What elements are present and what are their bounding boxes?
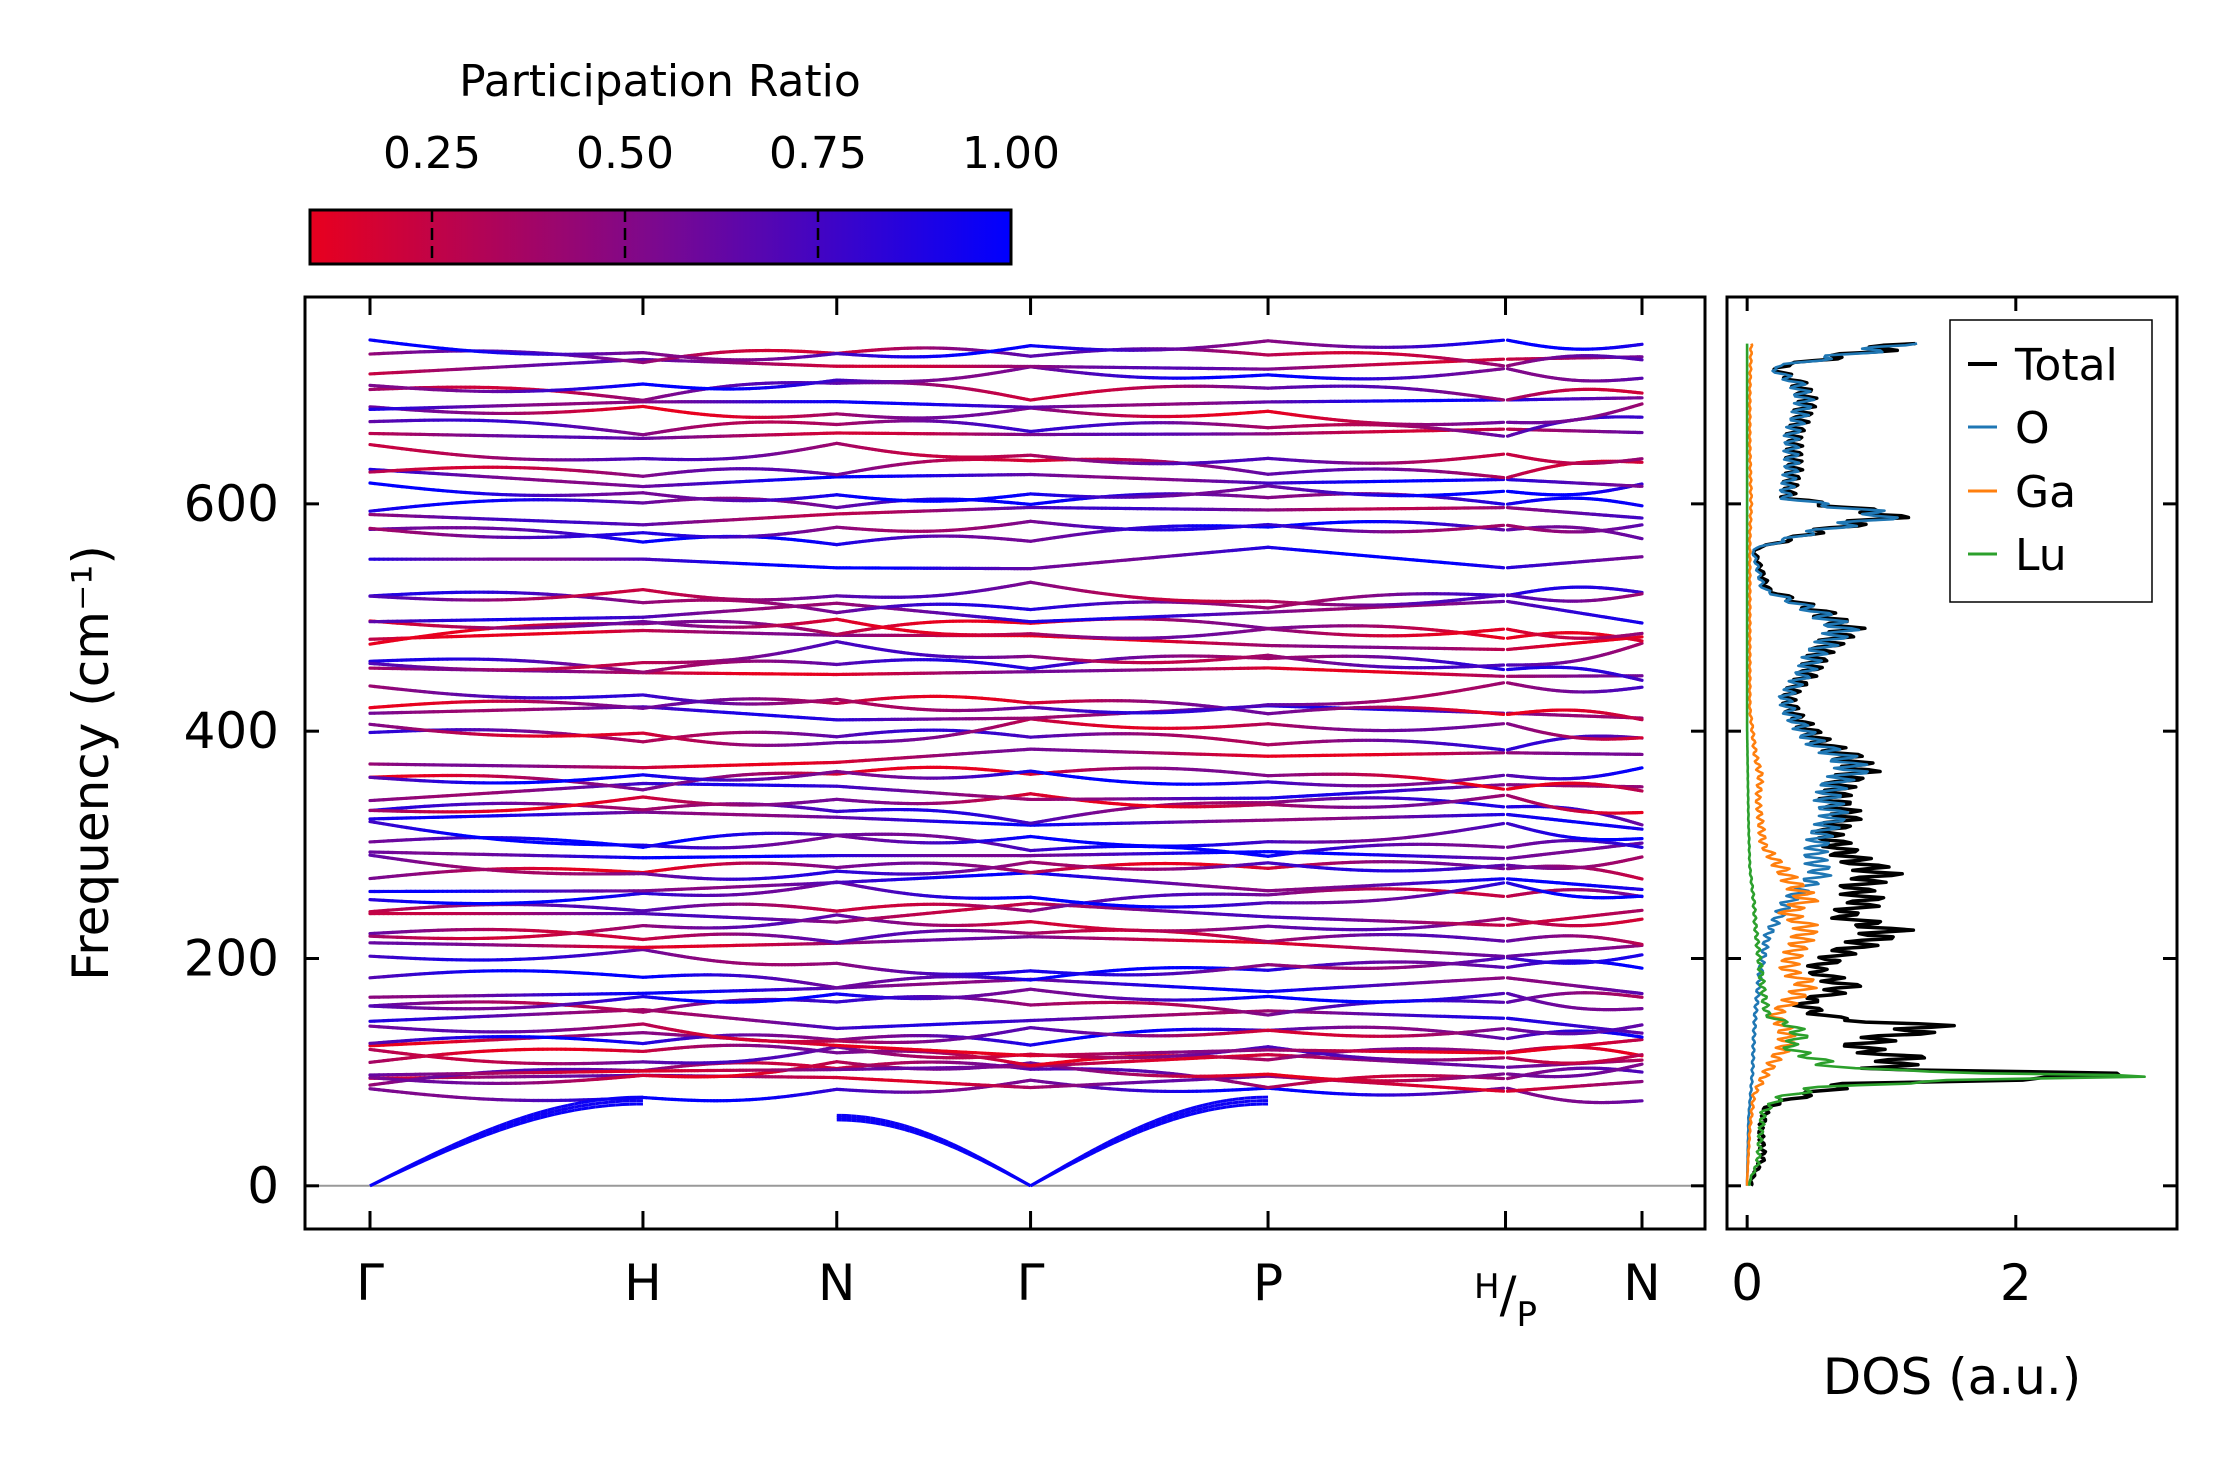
colorbar-gradient (310, 210, 1011, 264)
band-line-segment (1640, 1064, 1642, 1065)
colorbar-title: Participation Ratio (459, 56, 861, 107)
colorbar-tick-label: 0.75 (769, 128, 867, 179)
colorbar: Participation Ratio 0.25 0.50 0.75 1.00 (310, 56, 1060, 264)
figure-canvas: Participation Ratio 0.25 0.50 0.75 1.00 … (0, 0, 2222, 1455)
colorbar-tick-label: 0.50 (576, 128, 674, 179)
band-lines (305, 340, 1705, 1186)
colorbar-tick-label: 0.25 (383, 128, 481, 179)
figure: Participation Ratio 0.25 0.50 0.75 1.00 … (0, 0, 2222, 1455)
colorbar-tick-label: 1.00 (962, 128, 1060, 179)
